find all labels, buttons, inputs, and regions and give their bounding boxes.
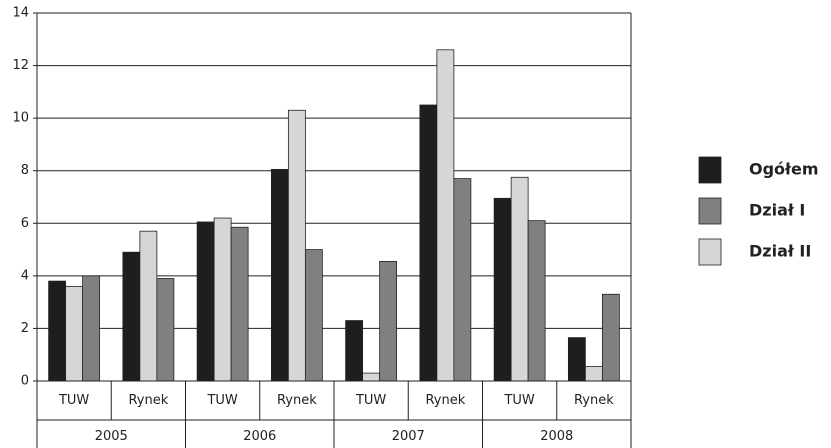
y-tick-label: 6 xyxy=(21,216,29,231)
legend-swatch xyxy=(698,197,722,225)
bar xyxy=(584,366,603,382)
bar xyxy=(65,285,84,382)
bar xyxy=(270,168,289,382)
bar xyxy=(601,293,620,382)
x-tick-label: Rynek xyxy=(425,393,465,408)
bar xyxy=(213,217,232,382)
x-tick-label: Rynek xyxy=(128,393,168,408)
legend-label: Dział II xyxy=(749,242,811,261)
bar xyxy=(379,260,398,382)
y-tick-label: 0 xyxy=(21,374,29,389)
bar xyxy=(287,109,306,382)
x-tick-label: Rynek xyxy=(277,393,317,408)
x-tick-label: TUW xyxy=(503,393,534,408)
y-tick-label: 4 xyxy=(21,268,29,283)
legend-label: Ogółem xyxy=(749,160,819,179)
bar xyxy=(345,320,364,382)
bar xyxy=(510,176,529,382)
y-tick-label: 12 xyxy=(12,58,29,73)
legend-label: Dział I xyxy=(749,201,805,220)
y-tick-label: 8 xyxy=(21,163,29,178)
x-tick-label: TUW xyxy=(206,393,237,408)
bar xyxy=(139,230,158,382)
x-tick-label: Rynek xyxy=(574,393,614,408)
y-tick-label: 2 xyxy=(21,321,29,336)
y-tick-label: 14 xyxy=(12,6,29,21)
y-tick-label: 10 xyxy=(12,111,29,126)
bar xyxy=(362,372,381,382)
bar xyxy=(567,337,586,382)
bar xyxy=(527,220,546,382)
bar xyxy=(122,251,141,382)
x-tick-label: TUW xyxy=(58,393,89,408)
bar xyxy=(419,104,438,382)
group-label: 2005 xyxy=(95,429,128,444)
group-label: 2007 xyxy=(392,429,425,444)
bar xyxy=(196,221,215,382)
x-tick-label: TUW xyxy=(355,393,386,408)
group-label: 2008 xyxy=(540,429,573,444)
group-label: 2006 xyxy=(243,429,276,444)
bar xyxy=(453,178,472,382)
bar xyxy=(304,249,323,382)
bar xyxy=(156,278,175,382)
bar xyxy=(48,280,67,382)
bar xyxy=(493,197,512,382)
legend-swatch xyxy=(698,156,722,184)
bar xyxy=(82,275,101,382)
legend-swatch xyxy=(698,238,722,266)
bar xyxy=(230,226,249,382)
bar xyxy=(436,49,455,382)
